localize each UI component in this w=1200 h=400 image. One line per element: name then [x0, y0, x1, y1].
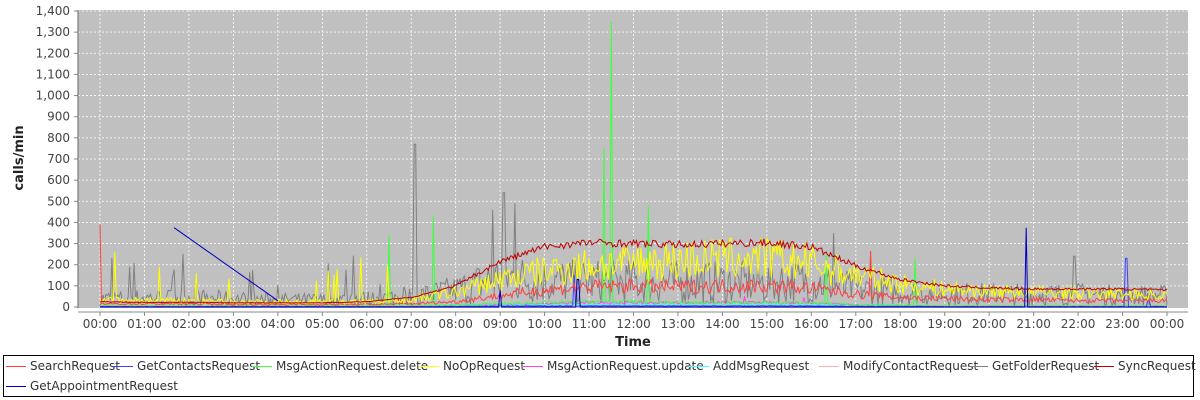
y-tick-label: 1,400	[36, 4, 70, 18]
legend-swatch	[252, 365, 272, 367]
y-tick-label: 700	[47, 152, 70, 166]
series-line-MsgActionRequest.delete	[99, 21, 1168, 307]
legend-swatch	[419, 365, 439, 367]
y-tick-label: 600	[47, 173, 70, 187]
x-tick-label: 20:00	[972, 317, 1007, 331]
y-tick-label: 500	[47, 194, 70, 208]
x-tick-label: 13:00	[661, 317, 696, 331]
x-tick-label: 22:00	[1061, 317, 1096, 331]
chart: 0 100 200 300 400 500 600 700 800 900 1,000 1,100 1,…	[12, 4, 1188, 350]
legend-item: SearchRequest	[4, 359, 120, 373]
y-tick-label: 1,000	[36, 89, 70, 103]
x-tick-label: 11:00	[572, 317, 607, 331]
legend-label: AddMsgRequest	[713, 359, 810, 373]
x-tick-label: 06:00	[349, 317, 384, 331]
series-line-SyncRequest	[99, 238, 1168, 304]
y-tick-label: 1,200	[36, 46, 70, 60]
x-tick-label: 15:00	[750, 317, 785, 331]
y-tick-label: 100	[47, 279, 70, 293]
legend-swatch	[968, 365, 988, 367]
legend-swatch	[689, 365, 709, 367]
legend: SearchRequest GetContactsRequest MsgAction…	[3, 355, 1196, 397]
y-tick-label: 400	[47, 215, 70, 229]
y-tick-label: 200	[47, 258, 70, 272]
x-tick-label: 19:00	[927, 317, 962, 331]
x-tick-label: 03:00	[216, 317, 251, 331]
legend-label: GetContactsRequest	[137, 359, 261, 373]
legend-swatch	[1094, 365, 1114, 367]
legend-label: MsgActionRequest.delete	[276, 359, 429, 373]
legend-item: SyncRequest	[1092, 359, 1196, 373]
series-line-GetFolderRequest	[99, 143, 1168, 308]
legend-item: GetFolderRequest	[966, 359, 1099, 373]
x-tick-label: 04:00	[261, 317, 296, 331]
x-tick-label: 08:00	[438, 317, 473, 331]
x-tick-label: 12:00	[616, 317, 651, 331]
x-tick-label: 00:00	[83, 317, 118, 331]
x-tick-label: 14:00	[705, 317, 740, 331]
legend-item: GetAppointmentRequest	[4, 379, 178, 393]
legend-item: ModifyContactRequest	[817, 359, 978, 373]
legend-label: SyncRequest	[1118, 359, 1196, 373]
series-line-GetAppointmentRequest	[100, 227, 1167, 308]
x-tick-label: 02:00	[172, 317, 207, 331]
y-axis-title: calls/min	[12, 125, 27, 190]
x-tick-label: 01:00	[127, 317, 162, 331]
x-tick-label: 18:00	[883, 317, 918, 331]
legend-swatch	[6, 385, 26, 387]
y-tick-label: 900	[47, 110, 70, 124]
x-tick-label: 00:00	[1150, 317, 1185, 331]
legend-swatch	[819, 365, 839, 367]
x-tick-label: 05:00	[305, 317, 340, 331]
legend-item: MsgActionRequest.delete	[250, 359, 428, 373]
x-axis-title: Time	[615, 335, 651, 350]
legend-label: NoOpRequest	[443, 359, 526, 373]
y-tick-label: 1,300	[36, 25, 70, 39]
legend-swatch	[113, 365, 133, 367]
legend-item: MsgActionRequest.update	[521, 359, 704, 373]
legend-label: GetFolderRequest	[992, 359, 1100, 373]
y-tick-label: 800	[47, 131, 70, 145]
legend-swatch	[523, 365, 543, 367]
series-segment-GetAppointmentRequest	[173, 227, 279, 302]
x-tick-label: 21:00	[1016, 317, 1051, 331]
legend-label: MsgActionRequest.update	[547, 359, 704, 373]
legend-item: GetContactsRequest	[111, 359, 260, 373]
legend-label: GetAppointmentRequest	[30, 379, 178, 393]
y-tick-label: 0	[62, 300, 70, 314]
x-tick-label: 23:00	[1105, 317, 1140, 331]
x-tick-label: 07:00	[394, 317, 429, 331]
legend-label: ModifyContactRequest	[843, 359, 979, 373]
x-tick-label: 09:00	[483, 317, 518, 331]
x-tick-label: 17:00	[838, 317, 873, 331]
legend-item: NoOpRequest	[417, 359, 525, 373]
y-tick-label: 300	[47, 237, 70, 251]
legend-item: AddMsgRequest	[687, 359, 809, 373]
x-tick-label: 10:00	[527, 317, 562, 331]
y-tick-label: 1,100	[36, 67, 70, 81]
legend-swatch	[6, 365, 26, 367]
x-tick-label: 16:00	[794, 317, 829, 331]
legend-label: SearchRequest	[30, 359, 120, 373]
